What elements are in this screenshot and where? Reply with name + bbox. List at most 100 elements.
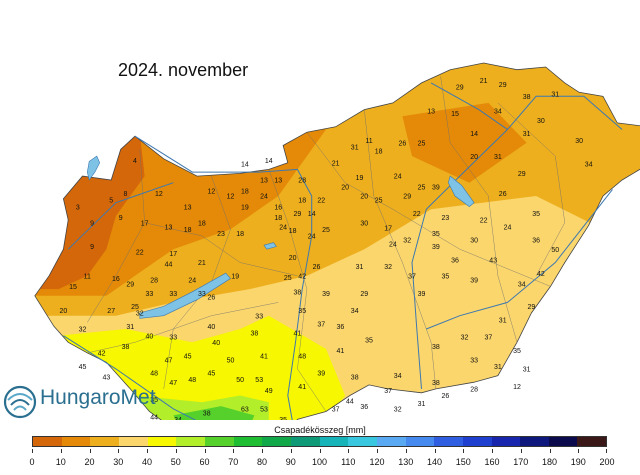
legend-tick — [463, 449, 465, 453]
station-value: 29 — [528, 304, 536, 311]
precipitation-map: 3958499111516203227171213121219182416131… — [34, 62, 640, 420]
station-value: 18 — [198, 220, 206, 227]
river — [411, 129, 508, 389]
station-value: 38 — [294, 289, 302, 296]
station-value: 35 — [298, 308, 306, 315]
lake-balaton — [139, 272, 231, 319]
station-value: 13 — [184, 204, 192, 211]
station-value: 42 — [537, 271, 545, 278]
county-border — [440, 76, 518, 343]
station-value: 35 — [279, 417, 287, 420]
river — [134, 135, 313, 420]
station-value: 18 — [375, 148, 383, 155]
station-value: 29 — [499, 82, 507, 89]
legend-tick — [578, 449, 580, 453]
river — [67, 182, 174, 250]
station-value: 47 — [169, 380, 177, 387]
station-value: 31 — [351, 144, 359, 151]
station-value: 39 — [432, 184, 440, 191]
station-value: 33 — [169, 335, 177, 342]
station-value: 39 — [317, 371, 325, 378]
legend-tick-label: 60 — [199, 457, 210, 467]
lake-velence — [263, 242, 277, 250]
station-value: 26 — [399, 141, 407, 148]
station-value: 31 — [523, 131, 531, 138]
station-value: 29 — [403, 194, 411, 201]
station-value: 18 — [184, 227, 192, 234]
legend-tick-label: 70 — [228, 457, 239, 467]
river — [426, 189, 613, 330]
station-value: 42 — [298, 274, 306, 281]
station-value: 36 — [337, 324, 345, 331]
legend-color-bar — [32, 436, 607, 447]
station-value: 22 — [480, 218, 488, 225]
station-value: 5 — [109, 198, 113, 205]
station-value: 49 — [265, 388, 273, 395]
legend-swatch — [262, 437, 291, 446]
station-value: 28 — [470, 387, 478, 394]
station-value: 29 — [126, 281, 134, 288]
legend-title: Csapadékösszeg [mm] — [274, 425, 366, 435]
station-value: 24 — [308, 234, 316, 241]
legend-swatch — [290, 437, 320, 446]
station-value: 9 — [90, 244, 94, 251]
station-value: 39 — [322, 291, 330, 298]
station-value: 13 — [274, 178, 282, 185]
station-value: 24 — [504, 224, 512, 231]
station-value: 17 — [169, 251, 177, 258]
legend-tick-label: 30 — [113, 457, 124, 467]
legend-swatch — [548, 437, 578, 446]
county-border — [306, 132, 551, 287]
station-value: 21 — [332, 160, 340, 167]
station-value: 37 — [485, 335, 493, 342]
station-value: 8 — [124, 191, 128, 198]
station-value: 24 — [389, 242, 397, 249]
station-value: 11 — [84, 274, 91, 281]
station-value: 25 — [322, 227, 330, 234]
station-value: 24 — [188, 277, 196, 284]
station-value: 31 — [494, 364, 502, 371]
legend-ticks — [32, 449, 607, 457]
legend-tick — [290, 449, 292, 453]
legend-swatch — [520, 437, 549, 446]
station-value: 41 — [260, 353, 268, 360]
station-value: 28 — [298, 178, 306, 185]
station-value: 36 — [532, 238, 540, 245]
station-value: 38 — [203, 410, 211, 417]
legend-swatch — [61, 437, 91, 446]
precip-zone — [58, 315, 346, 420]
station-value: 24 — [279, 224, 287, 231]
station-value: 20 — [289, 255, 297, 262]
lake-ferto — [86, 155, 101, 181]
station-value: 27 — [107, 308, 115, 315]
station-value: 50 — [227, 357, 235, 364]
station-value: 29 — [456, 85, 464, 92]
station-value: 36 — [360, 404, 368, 411]
station-value: 26 — [313, 264, 321, 271]
station-value: 45 — [79, 364, 87, 371]
station-value: 32 — [79, 327, 87, 334]
legend-tick-label: 40 — [141, 457, 153, 467]
legend-tick — [520, 449, 522, 453]
legend-tick-label: 90 — [285, 457, 296, 467]
station-value: 21 — [480, 78, 488, 85]
lake-tisza — [447, 175, 475, 207]
legend-swatch — [204, 437, 234, 446]
station-value: 12 — [513, 384, 521, 391]
station-value: 14 — [470, 131, 478, 138]
station-value: 17 — [141, 220, 149, 227]
legend-swatch — [319, 437, 349, 446]
legend-tick — [175, 449, 177, 453]
station-value: 23 — [217, 231, 225, 238]
station-value: 24 — [394, 174, 402, 181]
hungary-border — [34, 62, 640, 420]
station-value: 38 — [351, 375, 359, 382]
station-value: 41 — [294, 331, 302, 338]
station-value: 41 — [337, 348, 345, 355]
station-value: 34 — [394, 373, 402, 380]
station-value: 20 — [470, 154, 478, 161]
legend-tick — [492, 449, 493, 453]
logo-text: HungaroMet — [40, 386, 156, 409]
legend-tick-label: 10 — [55, 457, 66, 467]
station-value: 9 — [119, 215, 123, 222]
